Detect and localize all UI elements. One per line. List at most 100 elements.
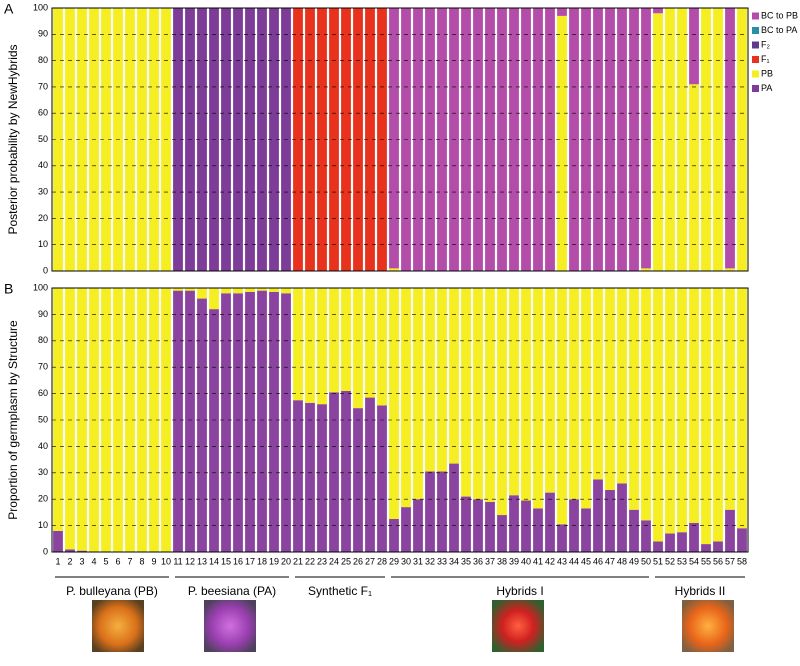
x-tick-label: 13 <box>197 556 207 566</box>
x-tick-label: 40 <box>521 556 531 566</box>
x-tick-label: 6 <box>115 556 120 566</box>
group-label: P. beesiana (PA) <box>188 584 276 598</box>
bar-segment <box>557 288 567 525</box>
x-tick-label: 35 <box>461 556 471 566</box>
bar-segment <box>713 541 723 552</box>
bar-segment <box>485 8 495 271</box>
plot-frame <box>51 7 749 272</box>
bar-segment <box>65 549 75 552</box>
bar-segment <box>269 288 279 292</box>
bar-segment <box>101 8 111 271</box>
x-tick-label: 4 <box>91 556 96 566</box>
bar-segment <box>149 8 159 271</box>
photo <box>92 600 144 652</box>
legend-swatch <box>752 56 759 63</box>
bar-segment <box>221 8 231 271</box>
bar-segment <box>425 471 435 552</box>
legend-label: BC to PB <box>761 10 798 20</box>
bar-segment <box>413 8 423 271</box>
bar-segment <box>689 84 699 272</box>
bar-segment <box>257 288 267 291</box>
panel-label: B <box>4 281 13 297</box>
bar-segment <box>509 8 519 271</box>
x-tick-label: 45 <box>581 556 591 566</box>
bar-segment <box>233 288 243 294</box>
bar-segment <box>293 288 303 401</box>
bar-segment <box>437 8 447 271</box>
legend-swatch <box>752 41 759 49</box>
x-tick-label: 27 <box>365 556 375 566</box>
x-tick-label: 31 <box>413 556 423 566</box>
bar-segment <box>665 288 675 534</box>
bar-segment <box>689 8 699 85</box>
x-tick-label: 47 <box>605 556 615 566</box>
bar-segment <box>125 8 135 271</box>
bar-segment <box>173 8 183 271</box>
x-tick-label: 52 <box>665 556 675 566</box>
bar-segment <box>221 293 231 552</box>
y-tick-label: 0 <box>43 265 48 275</box>
x-tick-label: 8 <box>139 556 144 566</box>
y-axis-label: Posterior probability by NewHybrids <box>6 44 20 234</box>
bar-segment <box>701 544 711 552</box>
x-tick-label: 57 <box>725 556 735 566</box>
bar-segment <box>449 463 459 552</box>
bar-segment <box>65 288 75 550</box>
bar-segment <box>653 8 663 14</box>
x-tick-label: 3 <box>79 556 84 566</box>
bar-segment <box>677 532 687 552</box>
bar-segment <box>329 288 339 393</box>
x-tick-label: 14 <box>209 556 219 566</box>
x-tick-label: 7 <box>127 556 132 566</box>
group-label: Hybrids II <box>675 584 726 598</box>
bar-segment <box>641 268 651 271</box>
bar-segment <box>401 507 411 552</box>
bar-segment <box>389 288 399 519</box>
bar-segment <box>305 402 315 552</box>
y-axis-label: Proportion of germplasm by Structure <box>6 320 20 520</box>
y-tick-label: 100 <box>33 282 48 292</box>
bar-segment <box>365 8 375 271</box>
x-tick-label: 1 <box>55 556 60 566</box>
bar-segment <box>521 500 531 552</box>
x-tick-label: 28 <box>377 556 387 566</box>
bar-segment <box>737 528 747 552</box>
x-tick-label: 39 <box>509 556 519 566</box>
y-tick-label: 70 <box>38 362 48 372</box>
legend-label: BC to PA <box>761 25 797 35</box>
y-tick-label: 40 <box>38 160 48 170</box>
bar-segment <box>293 400 303 552</box>
x-tick-label: 5 <box>103 556 108 566</box>
bar-segment <box>713 288 723 542</box>
x-tick-label: 41 <box>533 556 543 566</box>
bar-segment <box>197 8 207 271</box>
bar-segment <box>317 288 327 405</box>
bar-segment <box>425 288 435 472</box>
bar-segment <box>593 288 603 480</box>
bar-segment <box>629 288 639 510</box>
bar-segment <box>485 288 495 502</box>
y-tick-label: 30 <box>38 467 48 477</box>
bar-segment <box>209 288 219 310</box>
bar-segment <box>725 8 735 269</box>
bar-segment <box>461 496 471 552</box>
y-tick-label: 50 <box>38 134 48 144</box>
bar-segment <box>245 288 255 292</box>
bar-segment <box>545 288 555 493</box>
bar-segment <box>317 404 327 552</box>
x-tick-label: 34 <box>449 556 459 566</box>
x-tick-label: 12 <box>185 556 195 566</box>
bar-segment <box>653 13 663 271</box>
bar-segment <box>677 8 687 271</box>
y-tick-label: 0 <box>43 546 48 556</box>
x-tick-label: 10 <box>161 556 171 566</box>
bar-segment <box>593 479 603 552</box>
bar-segment <box>461 8 471 271</box>
x-tick-label: 24 <box>329 556 339 566</box>
bar-segment <box>641 288 651 521</box>
bar-segment <box>545 492 555 552</box>
bar-segment <box>701 288 711 545</box>
x-tick-label: 53 <box>677 556 687 566</box>
plot-frame <box>51 287 749 553</box>
